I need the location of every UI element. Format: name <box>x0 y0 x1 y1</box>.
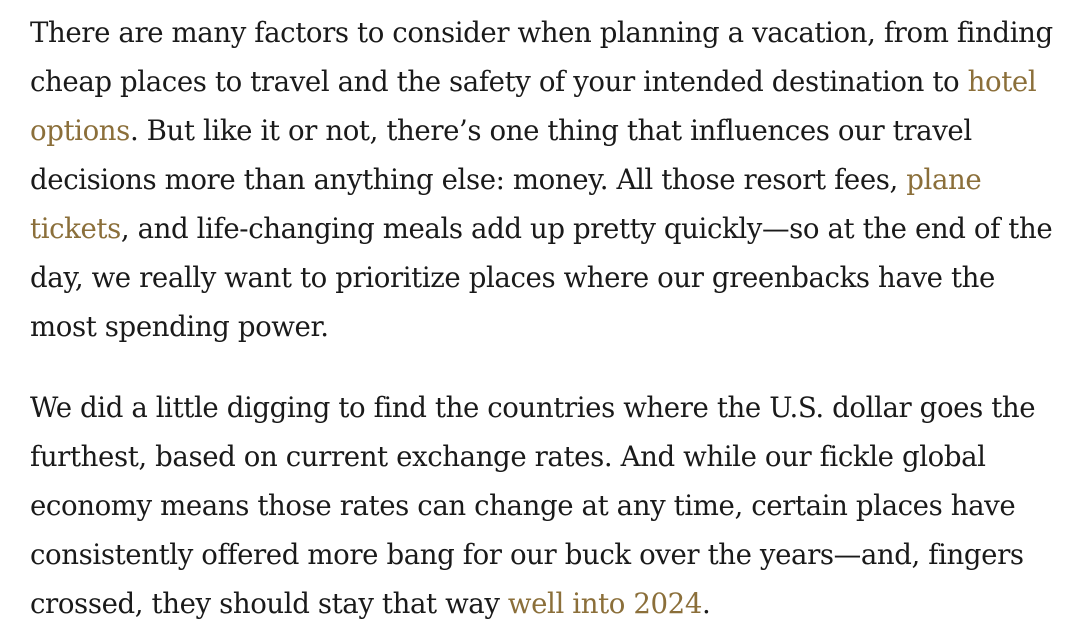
paragraph-2: We did a little digging to find the coun… <box>30 383 1068 628</box>
hotel-options-link[interactable]: hotel options <box>30 65 1037 147</box>
paragraph-1: There are many factors to consider when … <box>30 8 1068 351</box>
paragraph-2-text-1: We did a little digging to find the coun… <box>30 391 1036 620</box>
plane-tickets-link[interactable]: plane tickets <box>30 163 982 245</box>
well-into-2024-link[interactable]: well into 2024 <box>507 587 702 620</box>
paragraph-1-text-3: , and life-changing meals add up pretty … <box>30 212 1053 343</box>
article-body: There are many factors to consider when … <box>30 8 1068 628</box>
paragraph-2-text-2: . <box>701 587 711 620</box>
paragraph-1-text-1: There are many factors to consider when … <box>30 16 1053 98</box>
paragraph-1-text-2: . But like it or not, there’s one thing … <box>30 114 972 196</box>
